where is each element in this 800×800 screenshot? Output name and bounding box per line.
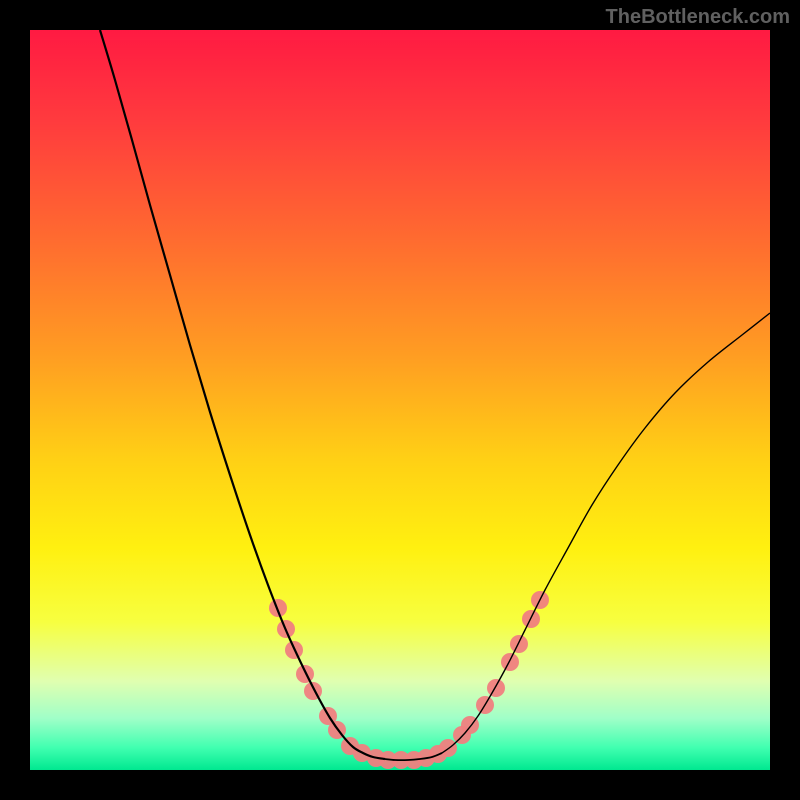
chart-marker — [510, 635, 528, 653]
chart-plot-area — [30, 30, 770, 770]
chart-marker — [501, 653, 519, 671]
watermark-text: TheBottleneck.com — [606, 6, 790, 29]
chart-marker — [296, 665, 314, 683]
chart-curve-layer — [30, 30, 770, 770]
curve-left-branch — [100, 30, 385, 759]
chart-marker — [487, 679, 505, 697]
chart-markers — [269, 591, 549, 769]
